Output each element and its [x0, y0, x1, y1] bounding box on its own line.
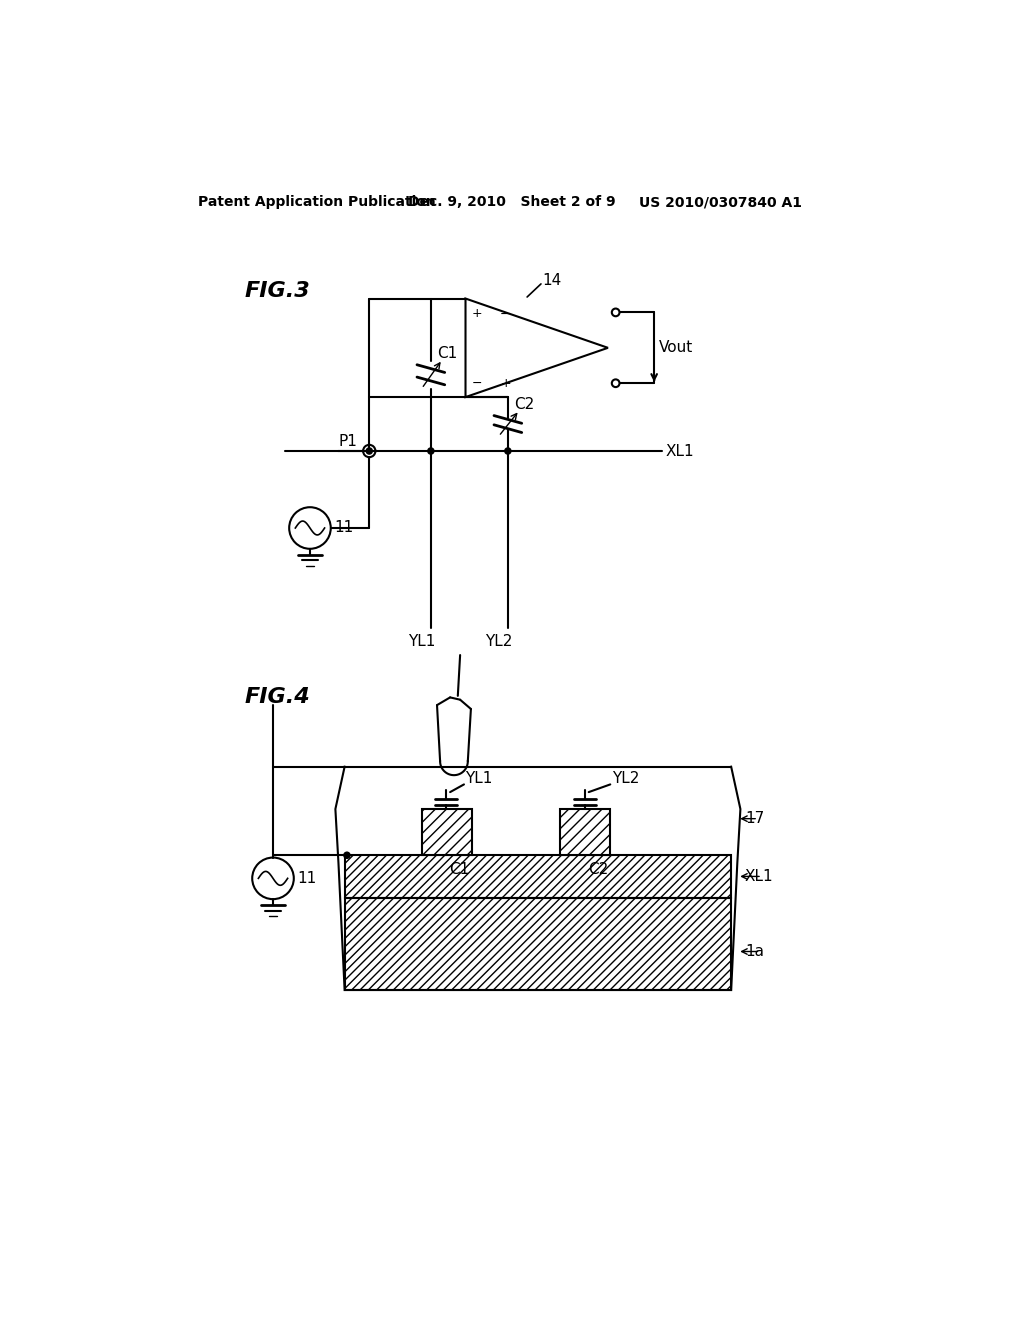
Text: 1a: 1a [745, 944, 764, 960]
Text: XL1: XL1 [666, 444, 694, 458]
Circle shape [505, 447, 511, 454]
Circle shape [367, 447, 373, 454]
Text: Patent Application Publication: Patent Application Publication [199, 195, 436, 210]
Text: C2: C2 [588, 862, 608, 876]
Text: YL2: YL2 [611, 771, 639, 785]
Text: FIG.4: FIG.4 [245, 688, 310, 708]
Text: −: − [500, 308, 511, 321]
Text: Dec. 9, 2010   Sheet 2 of 9: Dec. 9, 2010 Sheet 2 of 9 [408, 195, 615, 210]
Text: YL2: YL2 [485, 635, 512, 649]
Text: 14: 14 [543, 272, 562, 288]
Bar [345, 898, 731, 990]
Text: FIG.3: FIG.3 [245, 281, 310, 301]
Text: XL1: XL1 [745, 869, 774, 884]
Text: C1: C1 [437, 346, 458, 360]
Bar [560, 809, 610, 855]
Text: +: + [500, 376, 511, 389]
Text: US 2010/0307840 A1: US 2010/0307840 A1 [639, 195, 802, 210]
Circle shape [344, 853, 350, 858]
Bar [345, 855, 731, 898]
Bar [422, 809, 472, 855]
Text: P1: P1 [339, 434, 357, 449]
Text: Vout: Vout [658, 341, 693, 355]
Text: 11: 11 [335, 520, 354, 536]
Text: YL1: YL1 [466, 771, 493, 785]
Text: YL1: YL1 [408, 635, 435, 649]
Text: 17: 17 [745, 812, 764, 826]
Text: 11: 11 [298, 871, 316, 886]
Text: C2: C2 [514, 396, 535, 412]
Text: −: − [472, 376, 482, 389]
Text: C1: C1 [450, 862, 470, 876]
Text: +: + [472, 308, 482, 321]
Circle shape [428, 447, 434, 454]
